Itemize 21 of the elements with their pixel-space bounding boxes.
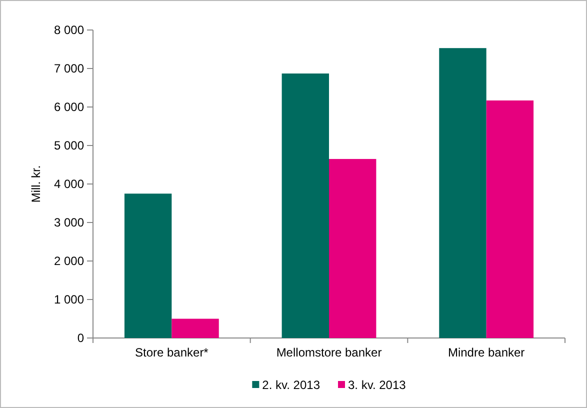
y-tick-label: 5 000 [54, 138, 84, 152]
bar [282, 74, 329, 338]
bar [486, 100, 534, 338]
y-tick-label: 0 [77, 330, 84, 345]
y-tick-label: 1 000 [54, 292, 84, 306]
legend-label: 2. kv. 2013 [262, 378, 320, 392]
x-tick-label: Store banker* [134, 346, 209, 360]
y-tick-label: 2 000 [54, 254, 84, 268]
x-tick-label: Mindre banker [448, 346, 525, 360]
y-tick-label: 6 000 [54, 100, 84, 114]
y-axis-title: Mill. kr. [29, 165, 43, 203]
y-tick-label: 7 000 [54, 61, 84, 76]
bar [329, 158, 376, 338]
bar [172, 318, 219, 338]
y-tick-label: 4 000 [54, 176, 84, 191]
legend-label: 3. kv. 2013 [348, 378, 406, 392]
y-tick-label: 8 000 [54, 22, 84, 37]
bar [124, 194, 172, 338]
x-tick-label: Mellomstore banker [276, 346, 382, 360]
y-tick-label: 3 000 [54, 215, 84, 230]
bar [439, 48, 486, 338]
